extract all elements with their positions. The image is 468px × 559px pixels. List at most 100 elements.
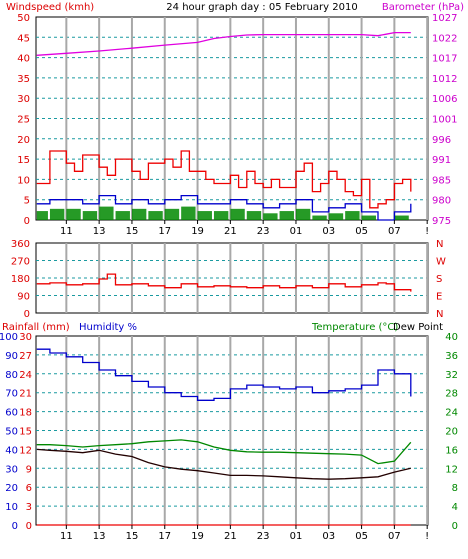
wind-bar <box>361 215 376 220</box>
x-tick-label: ! <box>425 226 429 237</box>
wind-bar <box>164 208 180 220</box>
humidity-tick-label: 50 <box>5 427 18 438</box>
windspeed-tick-label: 50 <box>17 13 30 24</box>
x-tick-label: 23 <box>257 531 270 542</box>
wind-bar <box>312 215 327 220</box>
grid-lines <box>36 17 429 525</box>
temperature-tick-label: 0 <box>452 521 458 532</box>
wind-bar <box>230 208 245 220</box>
humidity-tick-label: 20 <box>5 483 18 494</box>
x-tick-label: 15 <box>126 531 139 542</box>
x-tick-label: 11 <box>60 531 73 542</box>
x-tick-label: 03 <box>322 226 335 237</box>
direction-tick-label: 0 <box>24 309 30 320</box>
temperature-tick-label: 20 <box>445 427 458 438</box>
humidity-tick-label: 30 <box>5 464 18 475</box>
rainfall-tick-label: 18 <box>19 408 32 419</box>
wind-bar <box>181 206 196 220</box>
humidity-tick-label: 90 <box>5 351 18 362</box>
compass-tick-label: N <box>436 239 443 250</box>
rainfall-tick-label: 0 <box>26 521 32 532</box>
compass-tick-label: W <box>436 257 446 268</box>
wind-bar <box>82 211 98 220</box>
compass-tick-label: N <box>436 309 443 320</box>
windspeed-tick-label: 5 <box>24 196 30 207</box>
humidity-tick-label: 40 <box>5 445 18 456</box>
wind-bar <box>394 215 409 220</box>
rainfall-axis-label: Rainfall (mm) <box>2 322 70 333</box>
x-tick-label: 01 <box>290 531 303 542</box>
humidity-tick-label: 0 <box>12 521 18 532</box>
rainfall-tick-label: 9 <box>26 464 32 475</box>
x-tick-label: 07 <box>388 531 401 542</box>
humidity-tick-label: 80 <box>5 370 18 381</box>
barometer-line <box>36 31 411 56</box>
plot-frame-direction <box>35 242 429 314</box>
x-tick-label: 17 <box>158 226 171 237</box>
direction-tick-label: 270 <box>11 257 30 268</box>
humidity-tick-label: 10 <box>5 502 18 513</box>
wind-bar <box>263 213 278 220</box>
temperature-tick-label: 24 <box>445 408 458 419</box>
wind-bar <box>213 211 229 220</box>
x-tick-label: ! <box>425 531 429 542</box>
humidity-tick-label: 70 <box>5 389 18 400</box>
barometer-tick-label: 1017 <box>432 54 457 65</box>
x-tick-label: 23 <box>257 226 270 237</box>
wind-bar <box>279 211 294 220</box>
temperature-tick-label: 16 <box>445 445 458 456</box>
x-tick-label: 05 <box>355 226 368 237</box>
temperature-tick-label: 12 <box>445 464 458 475</box>
windspeed-tick-label: 40 <box>17 54 30 65</box>
x-tick-label: 03 <box>322 531 335 542</box>
wind-bar <box>49 208 65 220</box>
x-tick-label: 19 <box>191 531 204 542</box>
dewpoint-line <box>36 448 411 480</box>
windspeed-tick-label: 35 <box>17 74 30 85</box>
x-tick-label: 07 <box>388 226 401 237</box>
chart-title: 24 hour graph day : 05 February 2010 <box>166 2 357 13</box>
rainfall-tick-label: 3 <box>26 502 32 513</box>
windspeed-tick-label: 15 <box>17 155 30 166</box>
rainfall-tick-label: 30 <box>19 332 32 343</box>
humidity-tick-label: 60 <box>5 408 18 419</box>
wind-bar <box>99 206 114 220</box>
x-tick-label: 21 <box>224 226 237 237</box>
barometer-tick-label: 975 <box>432 216 451 227</box>
plot-frame-temp-humidity <box>35 335 429 526</box>
barometer-tick-label: 980 <box>432 196 451 207</box>
windspeed-tick-label: 0 <box>24 216 30 227</box>
wind-bar <box>345 211 360 220</box>
barometer-tick-label: 985 <box>432 175 451 186</box>
barometer-axis-label: Barometer (hPa) <box>382 2 464 13</box>
x-tick-label: 19 <box>191 226 204 237</box>
wind-bar <box>197 211 212 220</box>
x-tick-label: 13 <box>93 226 106 237</box>
barometer-tick-label: 1006 <box>432 94 457 105</box>
wind-bar <box>66 208 81 220</box>
x-tick-label: 13 <box>93 531 106 542</box>
x-tick-label: 01 <box>290 226 303 237</box>
windspeed-tick-label: 25 <box>17 115 30 126</box>
wind-bar <box>131 208 147 220</box>
rainfall-tick-label: 6 <box>26 483 32 494</box>
dewpoint-axis-label: Dew Point <box>393 322 443 333</box>
temperature-tick-label: 8 <box>452 483 458 494</box>
barometer-tick-label: 996 <box>432 135 451 146</box>
wind-bar <box>36 211 48 220</box>
temperature-tick-label: 28 <box>445 389 458 400</box>
temperature-tick-label: 32 <box>445 370 458 381</box>
direction-tick-label: 360 <box>11 239 30 250</box>
wind-gust-line <box>36 150 412 209</box>
barometer-tick-label: 1001 <box>432 115 457 126</box>
barometer-tick-label: 1022 <box>432 33 457 44</box>
windspeed-tick-label: 45 <box>17 33 30 44</box>
compass-tick-label: E <box>436 292 442 303</box>
barometer-tick-label: 991 <box>432 155 451 166</box>
humidity-axis-label: Humidity % <box>79 322 137 333</box>
wind-bar <box>115 211 130 220</box>
direction-tick-label: 90 <box>17 292 30 303</box>
windspeed-tick-label: 30 <box>17 94 30 105</box>
temperature-tick-label: 4 <box>452 502 458 513</box>
